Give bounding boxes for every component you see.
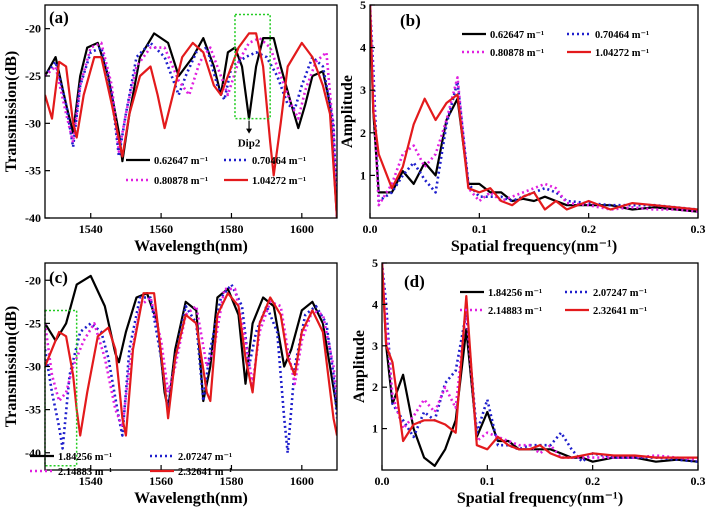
y-tick-label: 1 <box>372 422 378 436</box>
series-line-4 <box>45 292 337 437</box>
y-tick-label: 3 <box>360 83 366 97</box>
series-line-4 <box>382 263 698 459</box>
annotation-label: Dip2 <box>238 138 261 150</box>
y-tick-label: -25 <box>25 316 41 330</box>
legend-entry-2: 0.70464 m⁻¹ <box>252 156 306 167</box>
legend: 1.84256 m⁻¹ 2.07247 m⁻¹ 2.14883 m⁻¹ 2.32641… <box>30 452 232 478</box>
series-group <box>370 5 698 213</box>
panel-d: 0.0 0.1 0.2 0.3 1 2 3 4 5 Spatial frequency(nm⁻¹)… <box>351 256 706 507</box>
series-line-4 <box>370 5 698 211</box>
series-line-1 <box>370 5 698 213</box>
panel-label: (b) <box>400 11 421 30</box>
x-tick-label: 0.0 <box>375 474 390 488</box>
y-tick-label: -30 <box>25 116 41 130</box>
y-tick-label: -35 <box>25 403 41 417</box>
y-tick-label: -20 <box>25 22 41 36</box>
legend-entry-3: 0.80878 m⁻¹ <box>154 176 208 187</box>
y-axis-label: Transmission(dB) <box>3 51 20 173</box>
x-tick-label: 1580 <box>219 222 243 236</box>
y-tick-label: -25 <box>25 69 41 83</box>
x-tick-label: 1560 <box>149 222 173 236</box>
x-tick-label: 1540 <box>79 222 103 236</box>
x-tick-label: 0.3 <box>691 222 706 236</box>
y-axis-label: Amplitude <box>339 75 356 148</box>
legend: 0.62647 m⁻¹ 0.70464 m⁻¹ 0.80878 m⁻¹ 1.04272… <box>462 30 649 59</box>
y-tick-label: -40 <box>25 211 41 225</box>
legend-entry-3: 2.14883 m⁻¹ <box>488 306 542 317</box>
x-tick-label: 0.0 <box>363 222 378 236</box>
annotation-arrowhead <box>246 128 253 134</box>
y-axis-label: Amplitude <box>351 330 368 403</box>
panel-a: Dip2 1540 1560 1580 1600 -40 -35 -30 -25 -20 Wavel… <box>3 4 338 255</box>
plot-frame <box>44 4 338 219</box>
x-axis-label: Spatial frequency(nm⁻¹) <box>457 490 623 507</box>
x-tick-label: 0.1 <box>480 474 495 488</box>
series-line-4 <box>45 32 337 218</box>
panel-label: (c) <box>49 268 68 287</box>
series-group <box>45 32 337 218</box>
x-tick-label: 1540 <box>79 474 103 488</box>
series-line-2 <box>45 283 337 455</box>
plot-frame <box>369 4 699 219</box>
legend-entry-4: 2.32641 m⁻¹ <box>178 467 232 478</box>
x-tick-label: 0.3 <box>691 474 706 488</box>
series-line-3 <box>45 36 337 218</box>
legend-entry-4: 1.04272 m⁻¹ <box>595 48 649 59</box>
legend: 0.62647 m⁻¹ 0.70464 m⁻¹ 0.80878 m⁻¹ 1.04272… <box>126 156 306 187</box>
x-tick-label: 1560 <box>149 474 173 488</box>
x-axis-label: Spatial frequency(nm⁻¹) <box>451 238 617 255</box>
x-axis-label: Wavelength(nm) <box>134 238 248 255</box>
plot-frame <box>381 262 699 471</box>
x-tick-label: 1600 <box>290 222 314 236</box>
x-tick-label: 1600 <box>290 474 314 488</box>
legend-entry-3: 2.14883 m⁻¹ <box>58 467 112 478</box>
plot-frame <box>44 262 338 471</box>
x-tick-label: 0.1 <box>472 222 487 236</box>
y-tick-label: 2 <box>372 380 378 394</box>
x-axis-label: Wavelength(nm) <box>134 490 248 507</box>
y-tick-label: -20 <box>25 273 41 287</box>
y-tick-label: 5 <box>360 0 366 12</box>
highlight-box <box>234 13 271 120</box>
legend-entry-4: 1.04272 m⁻¹ <box>252 176 306 187</box>
legend: 1.84256 m⁻¹ 2.07247 m⁻¹ 2.14883 m⁻¹ 2.32641… <box>460 288 647 317</box>
y-tick-label: 4 <box>372 297 378 311</box>
x-tick-label: 0.2 <box>585 474 600 488</box>
legend-entry-1: 0.62647 m⁻¹ <box>490 30 544 41</box>
x-tick-label: 0.2 <box>581 222 596 236</box>
y-tick-label: 5 <box>372 256 378 270</box>
legend-entry-3: 0.80878 m⁻¹ <box>490 48 544 59</box>
y-tick-label: -30 <box>25 360 41 374</box>
panel-label: (a) <box>49 8 69 27</box>
series-line-1 <box>45 32 337 218</box>
x-tick-label: 1580 <box>219 474 243 488</box>
panel-c: 1540 1560 1580 1600 -40 -35 -30 -25 -20 Wavelengt… <box>3 262 338 507</box>
series-line-2 <box>382 263 698 463</box>
y-tick-label: 4 <box>360 41 366 55</box>
y-tick-label: -40 <box>25 446 41 460</box>
series-line-1 <box>382 263 698 467</box>
legend-entry-4: 2.32641 m⁻¹ <box>593 306 647 317</box>
series-line-3 <box>45 287 337 429</box>
y-tick-label: 3 <box>372 339 378 353</box>
legend-entry-1: 1.84256 m⁻¹ <box>488 288 542 299</box>
y-axis-label: Transmission(dB) <box>3 306 20 428</box>
legend-entry-2: 2.07247 m⁻¹ <box>593 288 647 299</box>
legend-entry-1: 0.62647 m⁻¹ <box>154 156 208 167</box>
legend-entry-2: 2.07247 m⁻¹ <box>178 452 232 463</box>
legend-entry-2: 0.70464 m⁻¹ <box>595 30 649 41</box>
series-group <box>382 263 698 467</box>
series-line-2 <box>45 41 337 218</box>
legend-entry-1: 1.84256 m⁻¹ <box>58 452 112 463</box>
series-group <box>45 274 337 455</box>
y-tick-label: -35 <box>25 164 41 178</box>
y-tick-label: 1 <box>360 168 366 182</box>
panel-label: (d) <box>404 272 425 291</box>
y-tick-label: 2 <box>360 126 366 140</box>
panel-b: 0.0 0.1 0.2 0.3 1 2 3 4 5 Spatial frequency(nm⁻¹)… <box>339 0 706 255</box>
